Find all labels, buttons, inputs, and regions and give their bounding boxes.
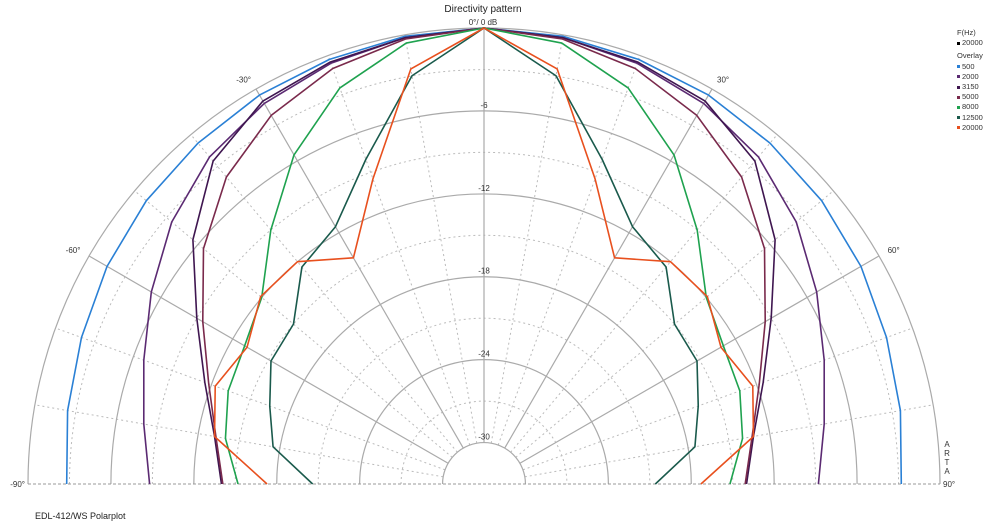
- legend-main: 20000: [957, 38, 983, 48]
- legend-label: 8000: [962, 102, 979, 112]
- legend-item: 2000: [957, 72, 983, 82]
- grid-spoke-minor: [524, 404, 934, 478]
- grid-spoke-minor: [190, 134, 458, 453]
- legend-swatch: [957, 95, 960, 99]
- legend-label: 500: [962, 61, 975, 71]
- radial-tick-label: -18: [478, 267, 490, 276]
- grid-spoke-minor: [515, 190, 834, 458]
- angle-label: 90°: [943, 480, 955, 489]
- legend-overlay-header: Overlay: [957, 51, 983, 61]
- grid-spoke-minor: [134, 190, 453, 458]
- legend-swatch: [957, 65, 960, 69]
- grid-spoke-minor: [490, 34, 564, 444]
- legend-item: 8000: [957, 102, 983, 112]
- legend-swatch: [957, 106, 960, 110]
- grid-spoke-minor: [55, 327, 446, 471]
- radial-tick-label: -30: [478, 433, 490, 442]
- legend-label: 20000: [962, 122, 983, 132]
- legend-item: 12500: [957, 113, 983, 123]
- labels: -6 -12 -18 -24 -30 -30° 30° -60° 60° -90° 90°: [10, 75, 955, 489]
- angle-label: -90°: [10, 480, 25, 489]
- angle-label: 60°: [888, 246, 900, 255]
- series-20000: [213, 27, 755, 485]
- curves: [65, 27, 903, 485]
- grid-spoke: [519, 255, 880, 464]
- legend-item: 500: [957, 62, 983, 72]
- polar-grid: [27, 27, 941, 485]
- grid-spoke-minor: [34, 404, 444, 478]
- grid-spoke: [255, 88, 464, 449]
- grid-spoke-minor: [510, 134, 778, 453]
- footer-caption: EDL-412/WS Polarplot: [35, 511, 126, 521]
- legend-header: F(Hz): [957, 28, 976, 37]
- grid-spoke-minor: [327, 55, 471, 446]
- legend: F(Hz) 20000 Overlay 500 2000 3150 5000 8000 1…: [957, 28, 983, 133]
- legend-swatch: [957, 41, 960, 45]
- legend-main-label: 20000: [962, 38, 983, 48]
- angle-label: -30°: [236, 75, 251, 84]
- legend-label: 12500: [962, 112, 983, 122]
- angle-label: 30°: [717, 75, 729, 84]
- legend-swatch: [957, 126, 960, 130]
- center-label: 0°/ 0 dB: [469, 18, 498, 27]
- radial-tick-label: -24: [478, 350, 490, 359]
- grid-spoke: [504, 88, 713, 449]
- chart-title: Directivity pattern: [444, 4, 521, 15]
- radial-tick-label: -6: [480, 101, 488, 110]
- grid-spoke-minor: [497, 55, 641, 446]
- legend-item: 20000: [957, 123, 983, 133]
- grid-ring: [441, 442, 527, 485]
- radial-tick-label: -12: [478, 184, 490, 193]
- legend-item: 5000: [957, 92, 983, 102]
- grid-spoke: [88, 255, 449, 464]
- legend-label: 2000: [962, 71, 979, 81]
- legend-swatch: [957, 116, 960, 120]
- legend-swatch: [957, 85, 960, 89]
- legend-item: 3150: [957, 82, 983, 92]
- grid-spoke-minor: [522, 327, 913, 471]
- legend-label: 3150: [962, 82, 979, 92]
- legend-label: 5000: [962, 92, 979, 102]
- angle-label: -60°: [66, 246, 81, 255]
- legend-swatch: [957, 75, 960, 79]
- grid-spoke-minor: [404, 34, 478, 444]
